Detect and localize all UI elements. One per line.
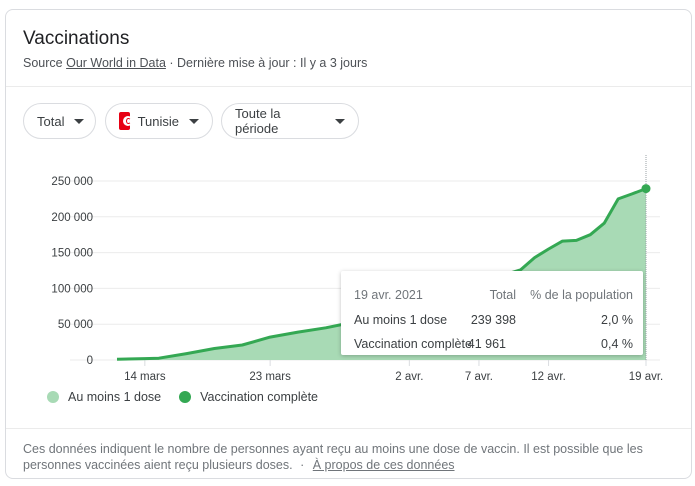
footer-separator: · xyxy=(300,458,305,472)
tooltip-row-dose1: Au moins 1 dose 239 398 2,0 % xyxy=(354,313,633,329)
period-label: Toute la période xyxy=(235,106,281,136)
footer-text: Ces données indiquent le nombre de perso… xyxy=(23,442,643,472)
chevron-down-icon xyxy=(74,118,85,124)
country-label: Tunisie xyxy=(137,113,179,129)
card-subtitle: Source Our World in Data · Dernière mise… xyxy=(23,56,367,70)
x-axis: 14 mars 23 mars 2 avr. 7 avr. 12 avr. 19 avr. xyxy=(124,360,663,383)
tooltip-col-total: Total xyxy=(489,288,516,302)
tooltip-col-pct: % de la population xyxy=(530,288,633,302)
chart-tooltip: 19 avr. 2021 Total % de la population Au… xyxy=(341,271,643,355)
header-divider xyxy=(6,86,691,87)
svg-text:250 000: 250 000 xyxy=(51,176,93,188)
country-dropdown[interactable]: Tunisie xyxy=(105,103,213,139)
update-text: · Dernière mise à jour : Il y a 3 jours xyxy=(169,56,368,70)
svg-text:2 avr.: 2 avr. xyxy=(395,371,423,383)
legend-dot-complete xyxy=(179,391,192,403)
svg-text:150 000: 150 000 xyxy=(51,248,93,260)
svg-text:14 mars: 14 mars xyxy=(124,371,166,383)
legend-label-dose1[interactable]: Au moins 1 dose xyxy=(68,390,162,404)
svg-text:7 avr.: 7 avr. xyxy=(465,371,493,383)
svg-text:50 000: 50 000 xyxy=(58,319,93,331)
metric-dropdown[interactable]: Total xyxy=(23,103,96,139)
hover-point xyxy=(641,184,651,194)
footer-divider xyxy=(6,428,691,429)
footer-note: Ces données indiquent le nombre de perso… xyxy=(23,441,673,473)
y-axis: 0 50 000 100 000 150 000 200 000 250 000 xyxy=(51,176,93,367)
legend-label-complete[interactable]: Vaccination complète xyxy=(200,390,318,404)
chevron-down-icon xyxy=(189,118,199,124)
tooltip-row-label: Au moins 1 dose xyxy=(354,313,448,327)
svg-text:12 avr.: 12 avr. xyxy=(531,371,566,383)
tooltip-row-pct: 2,0 % xyxy=(601,313,633,327)
about-data-link[interactable]: À propos de ces données xyxy=(312,458,455,472)
chart-legend: Au moins 1 dose Vaccination complète xyxy=(47,390,318,404)
tooltip-date: 19 avr. 2021 xyxy=(354,288,423,302)
svg-text:100 000: 100 000 xyxy=(51,283,93,295)
tooltip-row-total: 239 398 xyxy=(470,313,516,327)
metric-label: Total xyxy=(37,113,65,129)
period-dropdown[interactable]: Toute la période xyxy=(221,103,359,139)
svg-text:200 000: 200 000 xyxy=(51,212,93,224)
card-title: Vaccinations xyxy=(23,28,130,49)
tunisia-flag-icon xyxy=(119,112,133,130)
tooltip-row-pct: 0,4 % xyxy=(601,337,633,351)
legend-dot-dose1 xyxy=(47,391,59,403)
source-link[interactable]: Our World in Data xyxy=(66,56,166,70)
tooltip-header: 19 avr. 2021 Total % de la population xyxy=(354,288,633,304)
svg-text:19 avr.: 19 avr. xyxy=(629,371,664,383)
tooltip-row-complete: Vaccination complète 41 961 0,4 % xyxy=(354,337,633,353)
tooltip-row-total: 41 961 xyxy=(467,337,506,351)
source-prefix: Source xyxy=(23,56,63,70)
svg-text:23 mars: 23 mars xyxy=(249,371,291,383)
chevron-down-icon xyxy=(335,118,345,124)
tooltip-row-label: Vaccination complète xyxy=(354,337,472,351)
svg-text:0: 0 xyxy=(87,355,93,367)
